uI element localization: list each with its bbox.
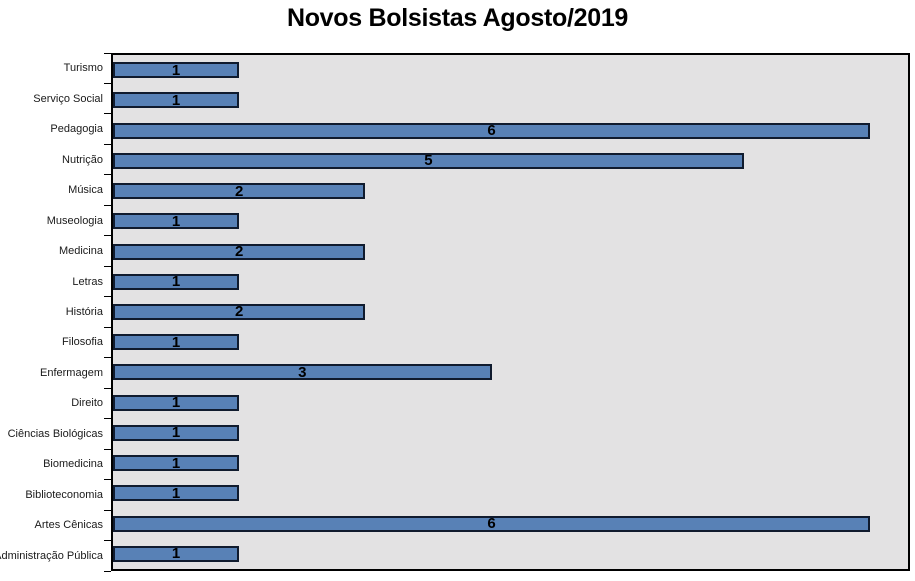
bar: 2 [113,243,366,261]
category-label: Medicina [58,245,103,258]
chart-row: 1 [113,478,908,508]
bar: 1 [113,454,240,472]
y-axis-tick [104,52,111,54]
category-label: Enfermagem [40,366,103,379]
y-axis-tick [104,448,111,450]
chart-row: 2 [113,297,908,327]
chart-row: 5 [113,146,908,176]
chart-row: 1 [113,55,908,85]
value-label: 2 [235,303,244,321]
y-axis-tick [104,387,111,389]
y-axis-tick [104,82,111,84]
value-label: 1 [171,545,181,563]
y-axis-tick [104,113,111,115]
value-label: 5 [424,152,433,170]
y-axis-tick [104,540,111,542]
category-label: História [65,305,103,318]
category-label: Filosofia [62,336,103,349]
bar: 1 [113,333,240,351]
value-label: 6 [487,122,496,140]
category-label: Artes Cênicas [34,519,103,532]
chart-row: 1 [113,388,908,418]
bar: 5 [113,152,744,170]
value-label: 1 [171,212,181,230]
category-label: Música [68,184,103,197]
value-label: 2 [235,182,244,200]
bar: 6 [113,515,871,533]
chart-row: 1 [113,539,908,569]
chart-row: 6 [113,115,908,145]
y-axis-tick [104,265,111,267]
bar: 1 [113,61,240,79]
value-label: 3 [298,363,307,381]
chart-row: 2 [113,236,908,266]
category-label: Turismo [63,62,103,75]
y-axis-tick [104,143,111,145]
bar: 3 [113,363,492,381]
y-axis-tick [104,418,111,420]
category-label: Ciências Biológicas [7,427,103,440]
bar: 1 [113,424,240,442]
value-label: 2 [235,243,244,261]
value-label: 1 [171,484,181,502]
y-axis-tick [104,509,111,511]
y-axis-labels: Turismo Serviço Social Pedagogia Nutrição Mú… [0,53,103,571]
chart-row: 1 [113,267,908,297]
value-label: 1 [171,273,181,291]
chart-row: 1 [113,448,908,478]
bar: 1 [113,394,240,412]
chart-row: 1 [113,418,908,448]
chart-row: 1 [113,206,908,236]
value-label: 1 [171,61,181,79]
bar: 1 [113,212,240,230]
bar: 6 [113,122,871,140]
chart-row: 6 [113,509,908,539]
y-axis-tick [104,357,111,359]
value-label: 1 [171,91,181,109]
value-label: 6 [487,515,496,533]
category-label: Administração Pública [0,549,103,562]
y-axis-tick [104,174,111,176]
bar: 2 [113,182,366,200]
chart-row: 3 [113,357,908,387]
category-label: Letras [72,275,103,288]
y-axis-ticks [104,52,111,572]
y-axis-tick [104,479,111,481]
y-axis-tick [104,570,111,572]
y-axis-tick [104,296,111,298]
category-label: Nutrição [62,153,103,166]
bar: 1 [113,484,240,502]
bar: 2 [113,303,366,321]
category-label: Serviço Social [33,92,103,105]
bar: 1 [113,273,240,291]
y-axis-tick [104,204,111,206]
bar: 1 [113,545,240,563]
value-label: 1 [171,394,181,412]
category-label: Pedagogia [50,123,103,136]
chart-row: 1 [113,327,908,357]
category-label: Biomedicina [43,458,103,471]
value-label: 1 [171,454,181,472]
chart-row: 1 [113,85,908,115]
chart-title: Novos Bolsistas Agosto/2019 [286,4,629,32]
value-label: 1 [171,424,181,442]
category-label: Direito [71,397,103,410]
chart-row: 2 [113,176,908,206]
bar: 1 [113,91,240,109]
y-axis-tick [104,235,111,237]
category-label: Museologia [46,214,103,227]
value-label: 1 [171,333,181,351]
y-axis-tick [104,326,111,328]
category-label: Biblioteconomia [25,488,103,501]
